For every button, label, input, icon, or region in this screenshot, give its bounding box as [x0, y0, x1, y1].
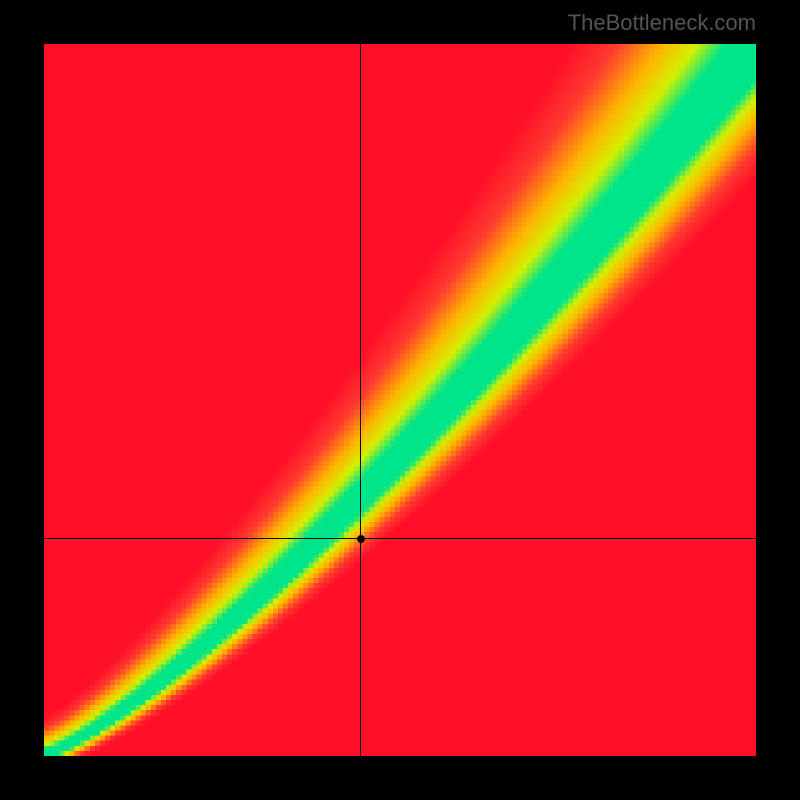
watermark-text: TheBottleneck.com: [568, 10, 756, 36]
crosshair-vertical: [360, 44, 361, 756]
crosshair-horizontal: [44, 538, 756, 539]
crosshair-marker-dot: [357, 535, 365, 543]
heatmap-plot-area: [44, 44, 756, 756]
heatmap-canvas: [44, 44, 756, 756]
